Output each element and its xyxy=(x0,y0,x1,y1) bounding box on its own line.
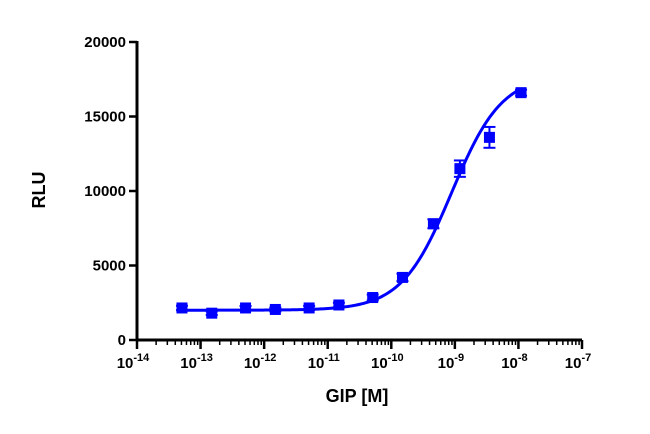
x-tick-base: 10 xyxy=(438,355,455,372)
x-tick-base: 10 xyxy=(244,355,261,372)
data-point xyxy=(366,292,379,304)
x-tick-exponent: -8 xyxy=(518,352,528,364)
square-marker xyxy=(396,271,408,283)
data-point xyxy=(269,303,282,315)
fit-curve xyxy=(181,87,522,312)
square-marker xyxy=(240,302,252,314)
x-tick-label: 10-7 xyxy=(565,352,591,372)
x-tick-base: 10 xyxy=(308,355,325,372)
square-marker xyxy=(333,299,345,311)
data-point xyxy=(396,271,409,283)
x-tick-exponent: -9 xyxy=(454,352,464,364)
data-point xyxy=(515,87,528,99)
x-tick-exponent: -13 xyxy=(197,352,213,364)
x-tick-base: 10 xyxy=(501,355,518,372)
x-tick-label: 10-9 xyxy=(438,352,464,372)
x-tick-label: 10-11 xyxy=(308,352,340,372)
x-axis-title: GIP [M] xyxy=(326,386,389,406)
fit-curve-line xyxy=(181,87,522,312)
square-marker xyxy=(367,292,379,304)
data-point xyxy=(175,302,188,314)
x-axis-ticks: 10-14 10-13 10-12 10-11 10-10 10-9 10-8 10-7 xyxy=(117,340,591,372)
square-marker xyxy=(303,302,315,314)
data-point xyxy=(427,218,440,230)
x-tick-label: 10-10 xyxy=(371,352,404,372)
y-tick-label: 10000 xyxy=(84,183,126,200)
axes xyxy=(135,41,582,342)
square-marker xyxy=(515,87,527,99)
x-tick-label: 10-8 xyxy=(501,352,527,372)
y-tick-label: 15000 xyxy=(84,109,126,126)
x-tick-exponent: -12 xyxy=(261,352,277,364)
square-marker xyxy=(483,131,495,143)
square-marker xyxy=(176,302,188,314)
x-tick-base: 10 xyxy=(180,355,197,372)
x-tick-label: 10-12 xyxy=(244,352,277,372)
x-tick-base: 10 xyxy=(117,355,134,372)
x-tick-base: 10 xyxy=(565,355,582,372)
data-point xyxy=(453,159,466,178)
y-axis-ticks: 0 5000 10000 15000 20000 xyxy=(84,34,137,349)
data-point xyxy=(303,302,316,314)
x-tick-base: 10 xyxy=(371,355,388,372)
square-marker xyxy=(427,218,439,230)
y-axis-title: RLU xyxy=(29,172,49,209)
data-point xyxy=(239,302,252,314)
square-marker xyxy=(454,163,466,175)
x-tick-exponent: -10 xyxy=(388,352,404,364)
x-tick-exponent: -14 xyxy=(133,352,150,364)
data-point xyxy=(332,299,345,311)
y-tick-label: 0 xyxy=(118,332,126,349)
y-tick-label: 20000 xyxy=(84,34,126,51)
x-tick-label: 10-13 xyxy=(180,352,213,372)
data-points xyxy=(175,87,528,319)
data-point xyxy=(205,307,218,319)
y-tick-label: 5000 xyxy=(93,258,126,275)
x-tick-label: 10-14 xyxy=(117,352,150,372)
x-tick-exponent: -11 xyxy=(324,352,339,364)
data-point xyxy=(483,125,496,149)
square-marker xyxy=(269,303,281,315)
x-tick-exponent: -7 xyxy=(581,352,591,364)
square-marker xyxy=(206,307,218,319)
